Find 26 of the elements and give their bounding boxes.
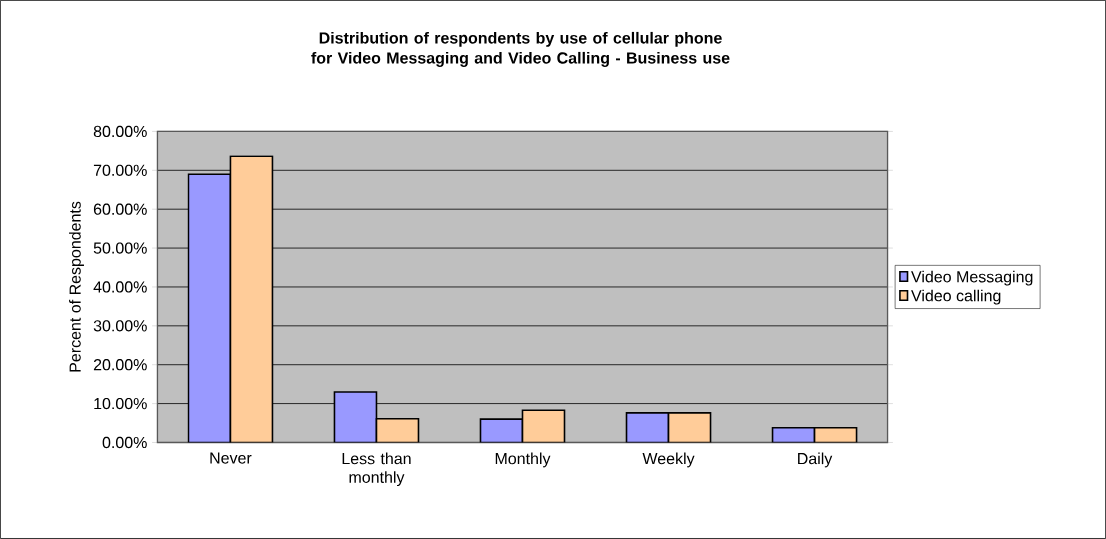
- legend-label: Video Messaging: [911, 270, 1033, 286]
- bar: [333, 391, 378, 443]
- bar: [229, 155, 274, 443]
- y-tick-label: 10.00%: [94, 397, 147, 410]
- y-tick-label: 50.00%: [93, 242, 147, 254]
- y-tick-label: 30.00%: [93, 320, 147, 332]
- chart-title: Distribution of respondents by use of cellular phone for Video Messaging and Video Calling - Business use: [311, 31, 730, 67]
- y-tick-label: 60.00%: [93, 203, 147, 215]
- bar: [187, 173, 232, 443]
- y-tick-label: 20.00%: [93, 359, 147, 371]
- x-tick-label: Less than monthly: [342, 452, 411, 487]
- y-tick-label: 70.00%: [93, 164, 147, 177]
- x-tick-label: Never: [210, 452, 252, 464]
- x-tick-label: Daily: [798, 452, 833, 468]
- legend-label: Video calling: [911, 289, 1001, 305]
- y-tick-label: 80.00%: [93, 125, 147, 138]
- bar: [521, 409, 566, 443]
- bar: [625, 412, 670, 443]
- y-tick-label: 0.00%: [102, 436, 147, 449]
- y-tick-label: 40.00%: [93, 281, 147, 293]
- bar: [375, 418, 420, 443]
- bar: [479, 418, 524, 443]
- bar: [667, 412, 712, 443]
- y-axis-title: Percent of Respondents: [69, 201, 84, 372]
- x-tick-label: Weekly: [642, 452, 695, 468]
- x-tick-label: Monthly: [495, 452, 551, 468]
